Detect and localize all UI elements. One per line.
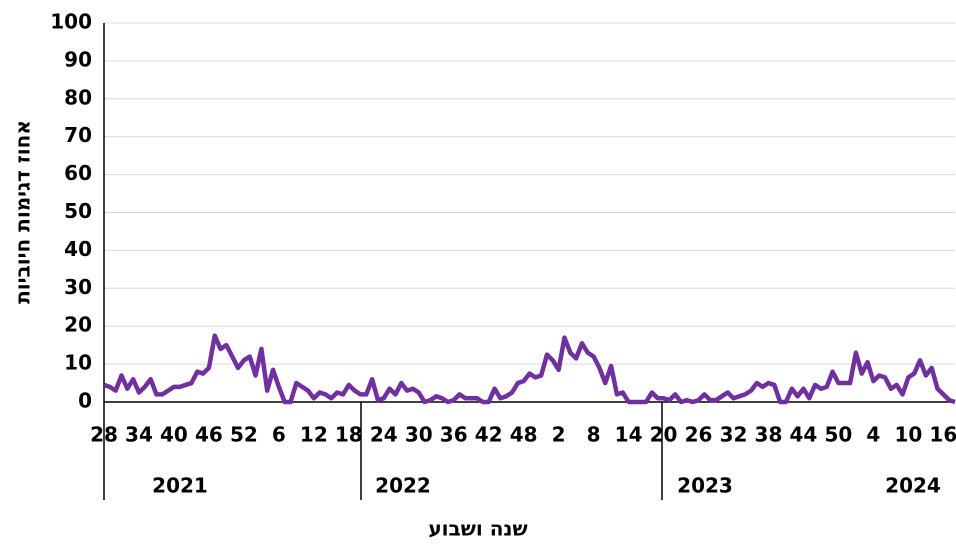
y-tick-label: 90 <box>64 47 92 71</box>
x-tick-label: 48 <box>510 423 538 447</box>
x-tick-label: 8 <box>587 423 601 447</box>
x-tick-label: 42 <box>475 423 503 447</box>
x-group-label: 2021 <box>152 474 208 498</box>
x-tick-label: 16 <box>929 423 956 447</box>
x-tick-label: 38 <box>755 423 783 447</box>
x-group-label: 2024 <box>885 474 941 498</box>
y-tick-label: 100 <box>50 10 92 34</box>
y-tick-label: 40 <box>64 237 92 261</box>
y-tick-label: 70 <box>64 123 92 147</box>
x-tick-label: 26 <box>685 423 713 447</box>
x-tick-label: 50 <box>825 423 853 447</box>
y-tick-label: 50 <box>64 199 92 223</box>
x-tick-label: 46 <box>195 423 223 447</box>
y-tick-label: 20 <box>64 313 92 337</box>
x-tick-label: 36 <box>440 423 468 447</box>
y-tick-label: 80 <box>64 85 92 109</box>
x-tick-label: 20 <box>650 423 678 447</box>
data-line <box>103 333 956 405</box>
x-group-label: 2022 <box>375 474 431 498</box>
x-tick-label: 44 <box>790 423 818 447</box>
y-tick-label: 60 <box>64 161 92 185</box>
y-tick-label: 30 <box>64 275 92 299</box>
x-tick-label: 30 <box>405 423 433 447</box>
x-tick-label: 10 <box>894 423 922 447</box>
x-tick-label: 2 <box>552 423 566 447</box>
x-tick-label: 40 <box>160 423 188 447</box>
x-tick-label: 4 <box>866 423 880 447</box>
x-tick-label: 32 <box>720 423 748 447</box>
x-tick-label: 6 <box>272 423 286 447</box>
x-tick-label: 52 <box>230 423 258 447</box>
x-tick-label: 14 <box>615 423 643 447</box>
y-axis-title: אחוז דגימות חיוביות <box>11 120 35 304</box>
x-tick-label: 18 <box>335 423 363 447</box>
x-tick-label: 12 <box>300 423 328 447</box>
x-group-label: 2023 <box>677 474 733 498</box>
x-tick-label: 34 <box>125 423 153 447</box>
y-tick-label: 0 <box>78 389 92 413</box>
x-axis-title: שנה ושבוע <box>428 517 527 541</box>
x-tick-label: 24 <box>370 423 398 447</box>
y-tick-label: 10 <box>64 351 92 375</box>
